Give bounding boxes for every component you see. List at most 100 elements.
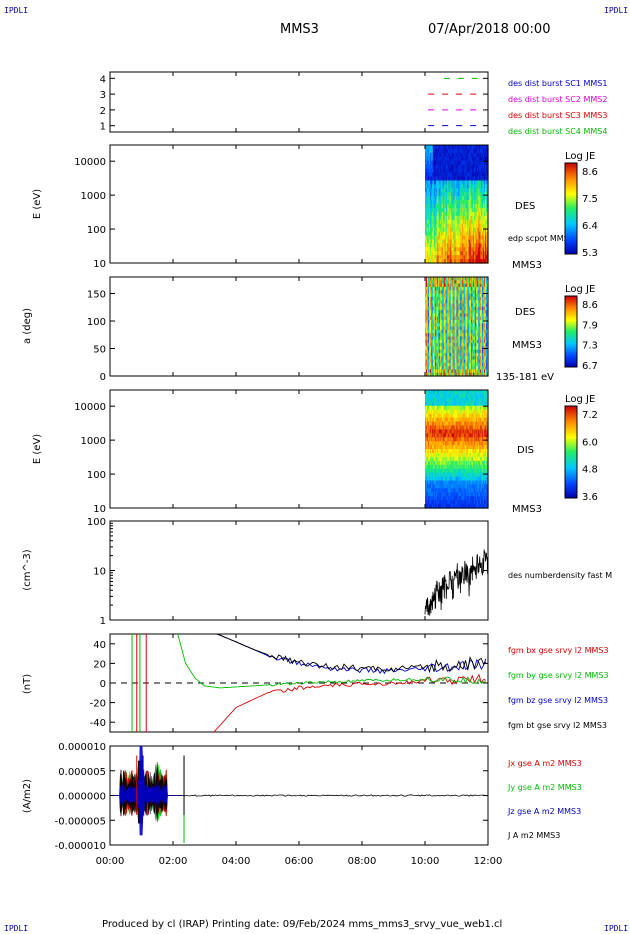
dis-energy-cell (431, 421, 434, 426)
des-energy-cell (432, 243, 435, 248)
des-energy-cell (466, 227, 468, 233)
des-energy-cell (482, 148, 484, 154)
des-pitch-cell (458, 356, 461, 361)
dis-energy-cell (455, 417, 458, 423)
dis-energy-cell (433, 460, 436, 466)
des-energy-cell (473, 196, 475, 201)
des-energy-cell (460, 231, 463, 237)
des-pitch-cell (474, 352, 476, 357)
dis-energy-cell (438, 464, 441, 470)
dis-energy-cell (452, 390, 455, 395)
dis-energy-cell (426, 429, 429, 434)
dis-energy-cell (428, 417, 431, 423)
des-pitch-cell (472, 349, 474, 354)
des-pitch-cell (467, 300, 469, 304)
dis-energy-cell (446, 484, 449, 489)
des-pitch-cell (446, 336, 449, 341)
des-energy-cell (450, 180, 453, 185)
dis-energy-cell (433, 492, 436, 497)
des-energy-cell (449, 251, 452, 256)
des-pitch-cell (461, 296, 463, 301)
des-pitch-cell (451, 339, 454, 344)
des-energy-cell (444, 188, 447, 193)
des-energy-cell (459, 235, 462, 240)
des-pitch-cell (462, 349, 464, 354)
des-pitch-cell (457, 310, 460, 314)
des-energy-cell (447, 184, 450, 189)
des-energy-cell (427, 243, 430, 248)
dis-energy-cell (425, 500, 427, 505)
des-energy-cell (482, 156, 484, 162)
dis-energy-cell (444, 445, 447, 450)
des-energy-cell (459, 204, 462, 209)
des-pitch-cell (425, 280, 427, 285)
des-pitch-cell (456, 319, 459, 324)
des-pitch-cell (470, 293, 472, 298)
des-pitch-cell (455, 303, 458, 308)
dis-energy-cell (428, 401, 431, 407)
des-energy-cell (433, 160, 436, 166)
des-pitch-cell (456, 306, 459, 311)
des-pitch-cell (448, 310, 451, 314)
dis-energy-cell (435, 401, 438, 407)
des-energy-cell (469, 227, 471, 233)
des-pitch-cell (473, 326, 475, 331)
des-energy-cell (475, 259, 477, 264)
des-energy-cell (472, 152, 474, 158)
des-energy-cell (441, 204, 444, 209)
des-pitch-cell (452, 343, 455, 347)
dis-energy-cell (457, 393, 460, 399)
des-pitch-cell (462, 277, 464, 281)
des-energy-cell (484, 145, 486, 150)
des-energy-cell (436, 156, 439, 162)
des-pitch-cell (469, 356, 471, 361)
des-pitch-cell (475, 300, 477, 304)
des-energy-cell (460, 247, 463, 252)
dis-energy-cell (433, 456, 436, 462)
des-energy-cell (434, 192, 437, 197)
des-pitch-cell (428, 286, 431, 291)
des-energy-cell (469, 219, 471, 225)
dis-energy-cell (438, 468, 441, 474)
dis-energy-cell (428, 390, 431, 395)
des-pitch-cell (481, 372, 483, 377)
des-pitch-cell (455, 310, 458, 314)
des-pitch-cell (459, 333, 462, 337)
des-pitch-cell (425, 339, 428, 344)
des-energy-cell (454, 255, 457, 260)
des-energy-cell (444, 223, 447, 229)
dis-energy-cell (448, 409, 451, 415)
dis-energy-cell (437, 445, 440, 450)
des-pitch-cell (444, 306, 447, 311)
des-energy-cell (459, 243, 462, 248)
des-pitch-cell (443, 303, 446, 308)
des-pitch-cell (486, 303, 488, 308)
des-energy-cell (425, 239, 427, 244)
des-energy-cell (455, 200, 458, 205)
des-energy-cell (477, 152, 479, 158)
des-energy-cell (431, 145, 434, 150)
des-energy-cell (485, 259, 487, 264)
des-pitch-cell (466, 362, 468, 367)
des-pitch-cell (429, 290, 432, 295)
des-pitch-cell (470, 300, 472, 304)
des-pitch-cell (482, 313, 484, 318)
des-energy-cell (463, 204, 465, 209)
des-pitch-cell (433, 343, 436, 347)
des-energy-cell (427, 251, 430, 256)
des-pitch-cell (435, 277, 438, 281)
des-pitch-cell (461, 290, 463, 295)
des-pitch-cell (463, 372, 465, 377)
des-energy-cell (425, 219, 427, 225)
des-energy-cell (431, 251, 434, 256)
des-energy-cell (447, 219, 450, 225)
des-pitch-cell (455, 286, 458, 291)
des-energy-cell (471, 176, 473, 181)
des-pitch-cell (485, 286, 487, 291)
dis-energy-cell (453, 425, 456, 430)
des-pitch-cell (451, 323, 454, 328)
des-pitch-cell (439, 316, 442, 321)
des-energy-cell (459, 184, 462, 189)
des-energy-cell (440, 156, 443, 162)
des-energy-cell (453, 160, 456, 166)
